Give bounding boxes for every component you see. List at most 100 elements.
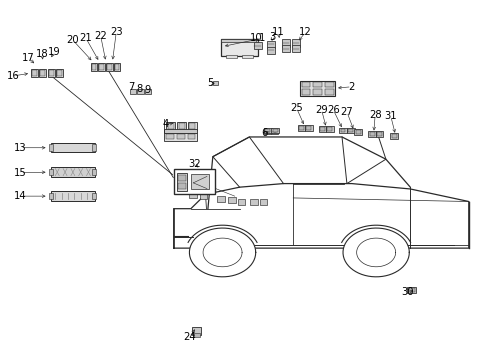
Bar — [41, 70, 45, 76]
Text: 28: 28 — [368, 110, 381, 120]
Text: 30: 30 — [401, 287, 413, 297]
Bar — [187, 122, 196, 130]
Bar — [306, 126, 311, 130]
Bar — [49, 169, 53, 175]
Bar — [187, 134, 195, 139]
Bar — [91, 64, 96, 69]
Text: 24: 24 — [183, 332, 195, 342]
Bar — [177, 134, 184, 139]
Polygon shape — [343, 228, 408, 277]
Bar — [99, 64, 103, 69]
Bar — [313, 82, 322, 87]
Bar — [325, 82, 333, 87]
Bar — [98, 63, 104, 71]
Text: 20: 20 — [66, 35, 79, 45]
Bar — [369, 132, 374, 136]
Text: 13: 13 — [14, 143, 26, 153]
Bar — [301, 89, 310, 95]
Bar — [265, 129, 270, 132]
Text: 21: 21 — [80, 33, 92, 43]
Bar — [57, 70, 62, 76]
Text: 12: 12 — [299, 27, 311, 37]
Bar — [49, 70, 54, 76]
Text: 29: 29 — [315, 105, 327, 115]
Bar — [173, 169, 215, 194]
Bar — [130, 89, 136, 94]
Text: 27: 27 — [340, 107, 352, 117]
Bar — [340, 129, 345, 132]
Bar — [407, 287, 415, 293]
Bar — [347, 129, 352, 132]
Bar — [300, 81, 334, 96]
Bar — [320, 127, 325, 131]
Bar — [49, 144, 53, 151]
Bar — [353, 129, 361, 135]
Polygon shape — [173, 184, 468, 248]
Bar — [49, 193, 53, 199]
Bar — [299, 126, 304, 130]
Bar — [264, 128, 271, 134]
Text: 4: 4 — [162, 120, 168, 129]
Bar — [115, 64, 119, 69]
Bar — [376, 132, 381, 136]
Text: 16: 16 — [6, 71, 19, 81]
Bar — [281, 45, 289, 52]
Text: 31: 31 — [384, 111, 396, 121]
Bar — [192, 327, 201, 335]
Bar — [313, 89, 322, 95]
Bar — [266, 41, 275, 48]
Bar — [325, 126, 333, 132]
Bar — [375, 131, 383, 137]
Bar — [391, 134, 396, 138]
Bar — [178, 175, 185, 181]
Bar — [264, 129, 270, 134]
Bar — [178, 183, 185, 189]
Bar — [253, 42, 261, 49]
Bar — [291, 40, 299, 46]
Bar — [281, 40, 289, 46]
Text: 8: 8 — [136, 84, 142, 94]
Bar — [301, 82, 310, 87]
Bar — [226, 55, 237, 58]
Bar — [338, 128, 346, 134]
Text: 19: 19 — [48, 46, 61, 57]
Bar — [318, 126, 326, 132]
Text: 3: 3 — [269, 32, 275, 41]
Bar — [266, 46, 275, 54]
Bar — [188, 192, 196, 198]
Bar — [305, 125, 312, 131]
Bar — [176, 173, 187, 191]
Text: 23: 23 — [110, 27, 122, 37]
Bar — [137, 89, 143, 94]
Bar — [190, 174, 209, 189]
Bar — [177, 122, 185, 130]
Bar — [327, 127, 331, 131]
Text: 14: 14 — [14, 191, 26, 201]
Text: 6: 6 — [260, 129, 266, 138]
Bar — [271, 129, 278, 134]
Text: 1: 1 — [258, 33, 264, 43]
Bar — [32, 70, 37, 76]
Text: 11: 11 — [272, 27, 285, 37]
Text: 2: 2 — [348, 82, 354, 92]
Bar — [31, 69, 38, 77]
Bar — [297, 125, 305, 131]
Polygon shape — [189, 228, 255, 277]
Bar — [48, 69, 55, 77]
Bar — [242, 55, 252, 58]
Bar — [92, 169, 96, 175]
Bar — [237, 199, 245, 205]
Bar — [221, 39, 257, 56]
Bar — [271, 128, 279, 134]
Bar — [163, 129, 197, 134]
Bar — [166, 122, 175, 130]
Bar — [389, 134, 397, 139]
Bar — [227, 197, 235, 203]
Bar — [90, 63, 97, 71]
Text: 17: 17 — [22, 53, 35, 63]
Bar — [249, 199, 257, 205]
Bar — [40, 69, 46, 77]
Bar — [114, 63, 120, 71]
Bar — [221, 39, 257, 42]
Text: 7: 7 — [128, 82, 134, 92]
